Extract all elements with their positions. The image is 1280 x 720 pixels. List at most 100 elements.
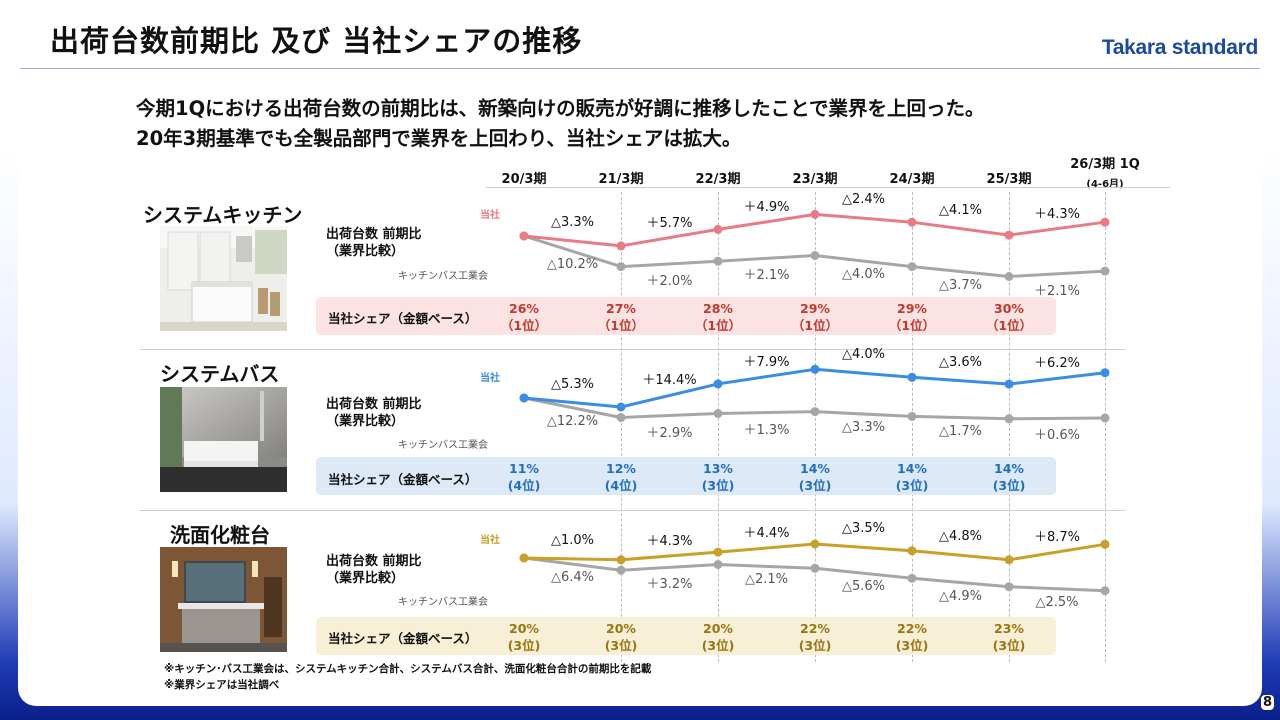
kitchen-share-percent: 29% <box>897 301 927 316</box>
kitchen-share-rank: （1位） <box>500 318 548 333</box>
bath-own-change-label: ＋7.9% <box>743 354 790 370</box>
vanity-industry-label: キッチンバス工業会 <box>398 597 488 608</box>
kitchen-own-point <box>907 217 917 227</box>
kitchen-share-value: 30% （1位） <box>986 300 1032 334</box>
bath-share-percent: 13% <box>703 461 733 476</box>
kitchen-share-value: 28% （1位） <box>695 300 741 334</box>
bath-share-percent: 14% <box>994 461 1024 476</box>
lead-line-1: 今期1Qにおける出荷台数の前期比は、新築向けの販売が好調に推移したことで業界を上… <box>136 97 985 120</box>
vanity-ind-change-label: △4.9% <box>938 588 983 604</box>
vanity-own-point <box>907 546 917 556</box>
kitchen-metric-label: 出荷台数 前期比 （業界比較） <box>326 227 422 259</box>
kitchen-share-percent: 29% <box>800 301 830 316</box>
bath-own-label: 当社 <box>480 373 500 384</box>
bath-industry-point <box>1100 413 1110 423</box>
kitchen-share-rank: （1位） <box>888 318 936 333</box>
period-gridline <box>814 192 816 662</box>
vanity-own-point <box>810 539 820 549</box>
vanity-share-value: 22% (3位) <box>799 620 832 654</box>
kitchen-share-rank: （1位） <box>597 318 645 333</box>
vanity-ind-change-label: △5.6% <box>841 579 886 595</box>
kitchen-share-value: 29% （1位） <box>792 300 838 334</box>
vanity-photo <box>160 547 287 652</box>
bath-share-value: 12% (4位) <box>605 460 638 494</box>
period-gridline <box>911 192 913 662</box>
kitchen-ind-change-label: △3.7% <box>938 277 983 293</box>
vanity-share-value: 23% (3位) <box>993 620 1026 654</box>
bath-share-rank: (3位) <box>895 478 929 493</box>
bath-own-point <box>1004 379 1014 389</box>
page-number: 8 <box>1260 695 1274 710</box>
vanity-own-point <box>519 553 529 563</box>
bath-own-point <box>907 372 917 382</box>
bath-own-point <box>519 393 529 403</box>
footnote-2: ※業界シェアは当社調べ <box>164 679 280 691</box>
vanity-industry-point <box>616 565 626 575</box>
vanity-own-point <box>1100 539 1110 549</box>
vanity-own-change-label: △1.0% <box>550 532 595 548</box>
period-label: 20/3期 <box>501 172 547 187</box>
bath-industry-point <box>713 409 723 418</box>
bath-share-percent: 14% <box>800 461 830 476</box>
kitchen-share-percent: 26% <box>509 301 539 316</box>
bath-own-change-label: △5.3% <box>550 376 595 392</box>
bath-share-value: 14% (3位) <box>993 460 1026 494</box>
bath-share-label: 当社シェア（金額ベース） <box>328 472 478 487</box>
vanity-own-change-label: ＋4.4% <box>743 526 790 541</box>
vanity-share-rank: (3位) <box>798 638 832 653</box>
bath-metric-label: 出荷台数 前期比 （業界比較） <box>326 397 422 429</box>
kitchen-industry-point <box>713 256 723 266</box>
bath-own-change-label: △3.6% <box>938 354 983 370</box>
vanity-industry-point <box>1004 582 1014 592</box>
vanity-share-percent: 20% <box>509 621 539 636</box>
bath-share-percent: 12% <box>606 461 636 476</box>
vanity-share-percent: 20% <box>606 621 636 636</box>
bath-share-rank: (3位) <box>701 478 735 493</box>
kitchen-industry-point <box>907 262 917 272</box>
vanity-own-point <box>616 555 626 565</box>
bath-share-rank: (4位) <box>507 478 541 493</box>
vanity-share-value: 20% (3位) <box>702 620 735 654</box>
bath-ind-change-label: ＋2.9% <box>646 425 693 441</box>
bath-own-point <box>1100 368 1110 378</box>
bath-own-change-label: △4.0% <box>841 347 886 363</box>
period-label: 21/3期 <box>598 172 644 187</box>
kitchen-share-percent: 28% <box>703 301 733 316</box>
kitchen-own-point <box>616 241 626 251</box>
vanity-share-label: 当社シェア（金額ベース） <box>328 631 478 646</box>
bath-ind-change-label: △1.7% <box>938 423 983 439</box>
kitchen-own-change-label: △2.4% <box>841 192 886 208</box>
bath-ind-change-label: △3.3% <box>841 420 886 435</box>
bath-ind-change-label: ＋1.3% <box>743 422 790 438</box>
period-label: 22/3期 <box>695 172 741 187</box>
period-label: 24/3期 <box>889 172 935 187</box>
vanity-title: 洗面化粧台 <box>170 523 270 547</box>
vanity-ind-change-label: △6.4% <box>550 570 595 586</box>
bath-industry-point <box>907 411 917 421</box>
period-gridline <box>1008 192 1010 662</box>
kitchen-ind-change-label: △4.0% <box>841 267 886 283</box>
vanity-industry-point <box>1100 586 1110 596</box>
kitchen-share-band <box>316 297 1056 335</box>
vanity-share-value: 20% (3位) <box>605 620 638 654</box>
kitchen-industry-point <box>810 251 820 260</box>
kitchen-title: システムキッチン <box>143 203 303 227</box>
bath-industry-point <box>810 407 820 417</box>
vanity-share-band <box>316 617 1056 655</box>
vanity-share-rank: (3位) <box>604 638 638 653</box>
vanity-own-point <box>713 547 723 557</box>
kitchen-own-change-label: ＋5.7% <box>646 215 693 231</box>
bath-own-change-label: ＋6.2% <box>1033 356 1081 372</box>
vanity-share-percent: 22% <box>800 621 830 636</box>
vanity-share-percent: 20% <box>703 621 733 636</box>
vanity-industry-point <box>810 563 820 573</box>
kitchen-own-point <box>810 209 820 219</box>
vanity-ind-change-label: △2.5% <box>1035 594 1079 610</box>
bath-share-value: 14% (3位) <box>799 460 832 494</box>
bath-share-rank: (3位) <box>992 478 1026 493</box>
vanity-share-value: 22% (3位) <box>896 620 929 654</box>
vanity-industry-line <box>523 556 1106 593</box>
company-logo: Takara standard <box>1101 36 1258 59</box>
bath-share-value: 13% (3位) <box>702 460 735 494</box>
